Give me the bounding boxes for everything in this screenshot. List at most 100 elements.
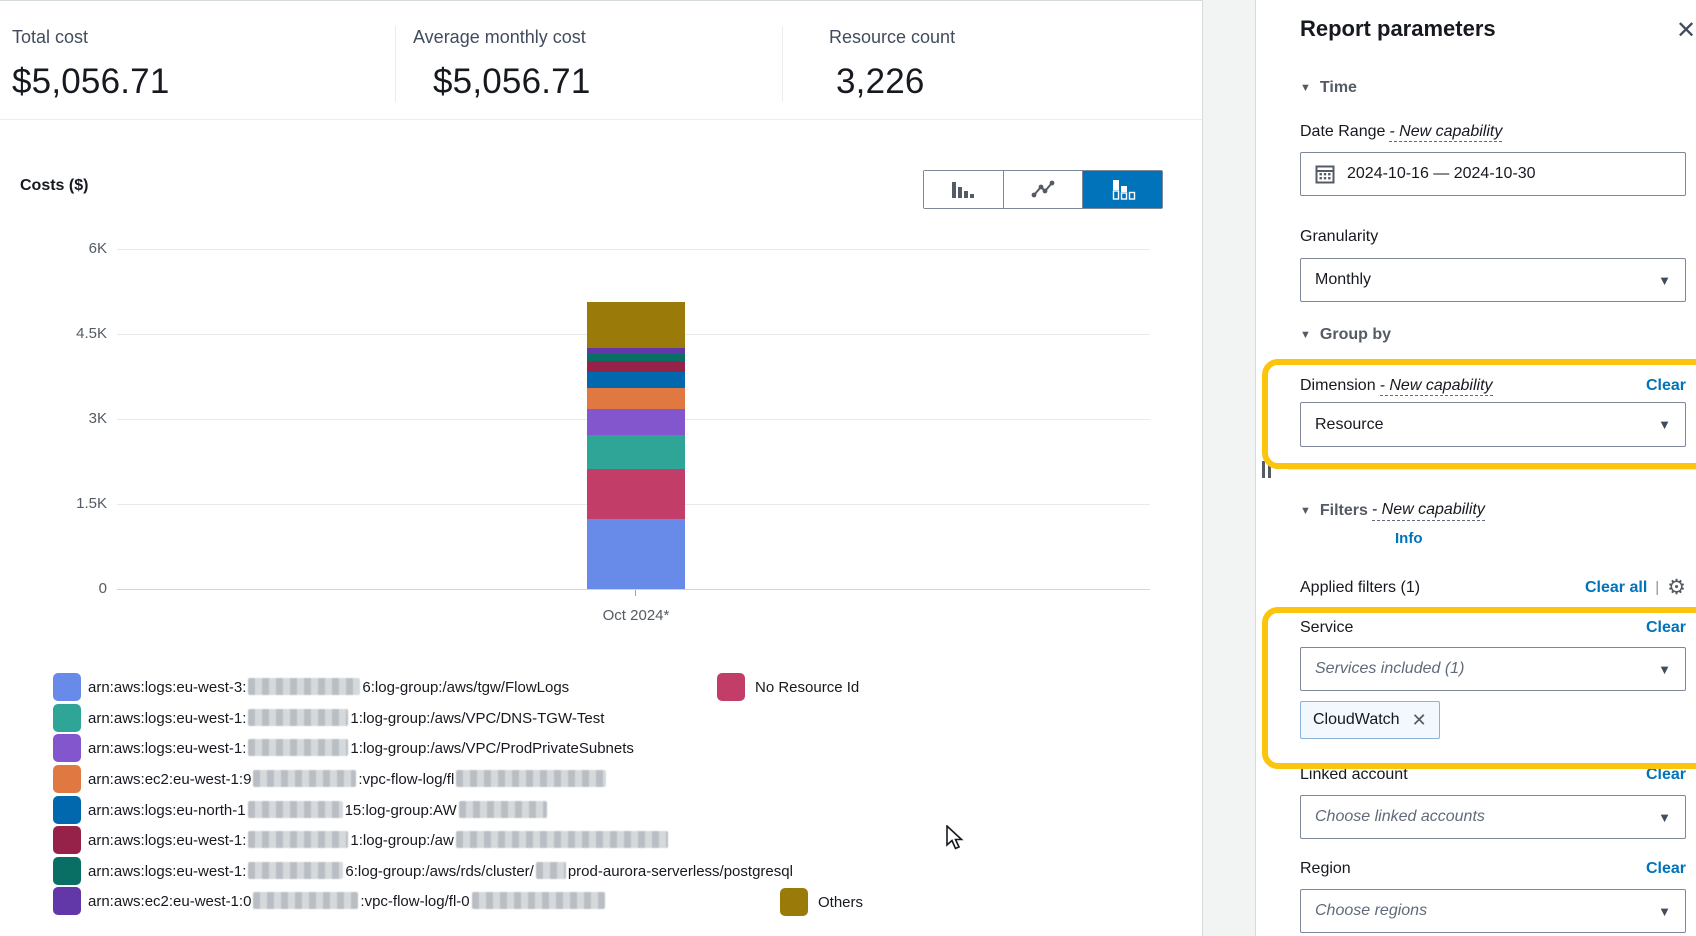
granularity-select[interactable]: Monthly ▼ — [1300, 258, 1686, 302]
legend-label: arn:aws:logs:eu-west-1: 6:log-group:/aws/… — [88, 861, 793, 880]
report-parameters-panel: Report parameters ✕ ▼ Time Date Range - N… — [1256, 0, 1696, 936]
metric-label: Total cost — [12, 27, 89, 47]
legend-item-0[interactable]: arn:aws:logs:eu-west-3: 6:log-group:/aws/… — [53, 672, 793, 703]
region-label: Region — [1300, 860, 1351, 877]
main-panel: Total cost $5,056.71 Average monthly cos… — [0, 0, 1202, 917]
section-time[interactable]: ▼ Time — [1300, 79, 1357, 97]
legend-item-2[interactable]: arn:aws:logs:eu-west-1: 1:log-group:/aws/… — [53, 733, 793, 764]
line-chart-button[interactable] — [1002, 171, 1083, 208]
legend-item-5[interactable]: arn:aws:logs:eu-west-1: 1:log-group:/aw — [53, 825, 793, 856]
metric-resource-count: Resource count 3,226 — [829, 27, 955, 102]
applied-filters-label: Applied filters (1) — [1300, 578, 1421, 596]
redacted-text — [248, 708, 349, 726]
legend-label: arn:aws:logs:eu-west-1: 1:log-group:/aws/… — [88, 739, 634, 758]
redacted-text — [247, 800, 343, 818]
line-chart-icon — [1031, 180, 1055, 197]
bar-segment-2[interactable] — [587, 435, 685, 469]
info-link[interactable]: Info — [1395, 530, 1423, 547]
panel-resize-handle[interactable] — [1262, 461, 1271, 478]
dimension-clear-link[interactable]: Clear — [1645, 377, 1686, 394]
bar-segment-7[interactable] — [587, 354, 685, 362]
panel-title: Report parameters — [1300, 16, 1496, 41]
section-group-by[interactable]: ▼ Group by — [1300, 326, 1391, 344]
chevron-down-icon: ▼ — [1658, 809, 1671, 825]
date-range-input[interactable]: 2024-10-16 — 2024-10-30 — [1300, 152, 1686, 196]
clear-all-link[interactable]: Clear all — [1585, 578, 1648, 596]
service-label: Service — [1300, 619, 1354, 636]
legend-label: arn:aws:logs:eu-west-1: 1:log-group:/aw — [88, 831, 670, 849]
region-label-row: Region Clear — [1300, 860, 1686, 878]
bar-segment-9[interactable] — [587, 302, 685, 348]
legend-item-1[interactable]: arn:aws:logs:eu-west-1: 1:log-group:/aws/… — [53, 703, 793, 734]
section-label: Filters — [1319, 502, 1368, 519]
legend-swatch — [53, 765, 81, 794]
bar-segment-6[interactable] — [587, 361, 685, 373]
bar-segment-3[interactable] — [587, 408, 685, 436]
linked-account-select[interactable]: Choose linked accounts ▼ — [1300, 795, 1686, 839]
applied-filters-row: Applied filters (1) Clear all | ⚙ — [1300, 577, 1686, 598]
dimension-select[interactable]: Resource ▼ — [1300, 402, 1686, 447]
redacted-text — [248, 831, 349, 849]
legend-item-no-resource-id[interactable]: No Resource Id — [717, 673, 859, 701]
legend-swatch — [53, 734, 81, 763]
service-clear-link[interactable]: Clear — [1645, 619, 1686, 636]
x-axis-tick — [635, 590, 636, 596]
chevron-down-icon: ▼ — [1300, 82, 1311, 94]
legend-label: arn:aws:logs:eu-west-1: 1:log-group:/aws/… — [88, 708, 605, 727]
redacted-text — [253, 892, 359, 910]
region-select[interactable]: Choose regions ▼ — [1300, 889, 1686, 933]
metric-value: 3,226 — [836, 62, 925, 101]
legend-swatch — [53, 887, 81, 916]
region-clear-link[interactable]: Clear — [1645, 860, 1686, 877]
legend-item-3[interactable]: arn:aws:ec2:eu-west-1:9:vpc-flow-log/fl — [53, 764, 793, 795]
gear-icon[interactable]: ⚙ — [1667, 576, 1686, 599]
y-axis-tick-label: 6K — [88, 240, 107, 257]
redacted-text — [248, 739, 349, 757]
chevron-down-icon: ▼ — [1300, 505, 1311, 517]
chevron-down-icon: ▼ — [1658, 272, 1671, 288]
y-axis-tick-label: 4.5K — [76, 325, 107, 342]
granularity-value: Monthly — [1315, 271, 1372, 288]
bar-segment-5[interactable] — [587, 372, 685, 389]
y-axis-tick-label: 1.5K — [76, 495, 107, 512]
service-select[interactable]: Services included (1) ▼ — [1300, 647, 1686, 691]
x-axis-label: Oct 2024* — [602, 607, 670, 624]
linked-account-placeholder: Choose linked accounts — [1315, 808, 1485, 825]
legend-swatch — [780, 888, 808, 916]
bar-segment-4[interactable] — [587, 388, 685, 409]
chevron-down-icon: ▼ — [1658, 661, 1671, 677]
legend-swatch — [53, 703, 81, 732]
chart-type-toolbar — [923, 170, 1163, 209]
bar-segment-0[interactable] — [587, 518, 685, 589]
stacked-bar-chart-icon — [1112, 179, 1135, 200]
legend-label: No Resource Id — [755, 678, 860, 696]
bar-chart-button[interactable] — [924, 171, 1003, 208]
legend-item-others[interactable]: Others — [780, 888, 863, 916]
metric-divider — [395, 26, 396, 102]
stacked-bar-chart-button[interactable] — [1082, 171, 1163, 208]
redacted-text — [458, 800, 547, 818]
legend-swatch — [53, 826, 81, 855]
legend-item-4[interactable]: arn:aws:logs:eu-north-1 15:log-group:AW — [53, 794, 793, 825]
metric-average-monthly-cost: Average monthly cost $5,056.71 — [413, 27, 591, 102]
chart-legend: arn:aws:logs:eu-west-3: 6:log-group:/aws/… — [53, 672, 793, 917]
section-filters[interactable]: ▼ Filters - New capability — [1300, 501, 1485, 521]
dimension-label: Dimension - New capability — [1300, 377, 1493, 396]
legend-swatch — [53, 795, 81, 824]
bar-segment-8[interactable] — [587, 347, 685, 355]
linked-account-label: Linked account — [1300, 766, 1408, 783]
legend-item-6[interactable]: arn:aws:logs:eu-west-1: 6:log-group:/aws/… — [53, 856, 793, 887]
close-icon[interactable]: ✕ — [1676, 17, 1696, 44]
bar-segment-1[interactable] — [587, 468, 685, 519]
redacted-text — [535, 861, 566, 879]
calendar-icon — [1315, 164, 1335, 184]
chart-title: Costs ($) — [20, 177, 89, 194]
token-remove-icon[interactable]: ✕ — [1411, 709, 1427, 730]
new-capability-badge: - New capability — [1371, 501, 1485, 521]
legend-item-7[interactable]: arn:aws:ec2:eu-west-1:0:vpc-flow-log/fl-… — [53, 886, 793, 917]
linked-account-clear-link[interactable]: Clear — [1645, 766, 1686, 783]
y-axis-tick-label: 3K — [88, 410, 107, 427]
metric-total-cost: Total cost $5,056.71 — [12, 27, 170, 102]
legend-label: arn:aws:ec2:eu-west-1:0:vpc-flow-log/fl-… — [88, 892, 607, 910]
